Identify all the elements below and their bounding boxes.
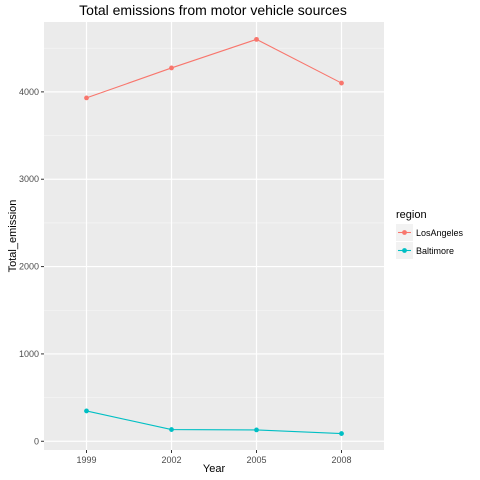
- y-tick-label: 0: [34, 436, 39, 446]
- x-tick-label: 2008: [331, 455, 351, 465]
- y-tick-label: 4000: [19, 87, 39, 97]
- y-axis-ticks: 0 1000 2000 3000 4000: [19, 87, 44, 446]
- x-tick-label: 2005: [246, 455, 266, 465]
- chart-title: Total emissions from motor vehicle sourc…: [79, 2, 347, 18]
- series-line: [86, 38, 342, 99]
- data-point: [339, 431, 344, 436]
- legend-item-losangeles: LosAngeles: [396, 224, 464, 241]
- legend-item-baltimore: Baltimore: [396, 242, 454, 259]
- legend-label: Baltimore: [416, 246, 454, 256]
- y-tick-label: 2000: [19, 262, 39, 272]
- data-point: [254, 427, 259, 433]
- data-point: [169, 427, 174, 432]
- y-tick-label: 1000: [19, 349, 39, 359]
- series-baltimore: [84, 408, 344, 436]
- data-point: [84, 95, 89, 101]
- x-axis-title: Year: [203, 463, 226, 475]
- major-gridlines: [44, 22, 384, 450]
- data-point: [84, 408, 89, 414]
- data-point: [169, 65, 174, 71]
- data-point: [339, 80, 344, 86]
- legend-point: [402, 230, 407, 235]
- legend-point: [402, 248, 407, 253]
- series-layer: [84, 36, 344, 436]
- plot-panel: [44, 22, 384, 450]
- legend: region LosAngeles Baltimore: [396, 209, 464, 259]
- y-tick-label: 3000: [19, 174, 39, 184]
- legend-title: region: [396, 209, 427, 221]
- x-tick-label: 2002: [161, 455, 181, 465]
- minor-gridlines: [44, 47, 384, 398]
- data-point: [254, 36, 259, 42]
- x-axis-ticks: 1999 2002 2005 2008: [76, 450, 352, 465]
- legend-items: LosAngeles Baltimore: [396, 224, 464, 259]
- series-line: [86, 410, 342, 435]
- x-tick-label: 1999: [76, 455, 96, 465]
- legend-label: LosAngeles: [416, 228, 464, 238]
- y-axis-title: Total_emission: [7, 200, 19, 273]
- series-losangeles: [84, 36, 344, 101]
